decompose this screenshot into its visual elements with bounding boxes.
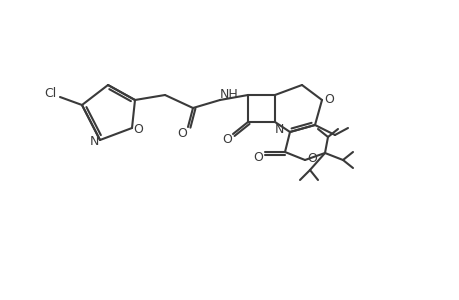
Text: Cl: Cl — [44, 86, 56, 100]
Text: O: O — [252, 151, 263, 164]
Text: O: O — [323, 92, 333, 106]
Text: N: N — [89, 134, 99, 148]
Text: N: N — [274, 122, 283, 136]
Text: NH: NH — [219, 88, 238, 100]
Text: O: O — [307, 152, 316, 164]
Text: O: O — [222, 133, 231, 146]
Text: O: O — [133, 122, 143, 136]
Text: O: O — [177, 127, 186, 140]
